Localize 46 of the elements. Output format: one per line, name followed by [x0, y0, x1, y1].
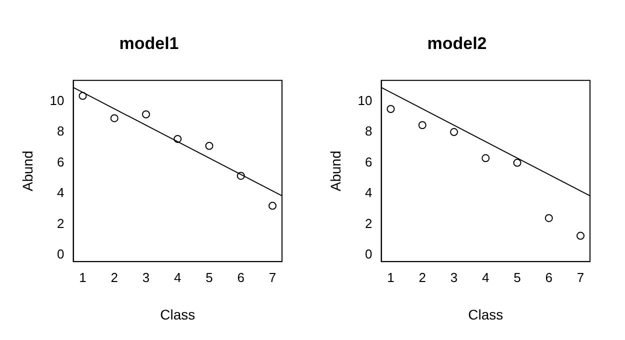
y-tick-label: 6 [365, 154, 372, 170]
point [450, 128, 458, 136]
y-tick-label: 10 [50, 92, 64, 108]
chart-title: model1 [119, 34, 179, 53]
point [174, 134, 182, 143]
x-tick-label: 6 [545, 270, 552, 285]
x-tick-label: 3 [142, 270, 150, 285]
point [236, 172, 245, 180]
x-tick-label: 7 [268, 270, 276, 285]
point [78, 92, 87, 100]
y-axis-title: Abund [327, 150, 344, 192]
y-tick-label: 4 [57, 185, 64, 200]
point [268, 202, 277, 210]
y-tick-label: 4 [365, 185, 372, 200]
point [482, 154, 490, 162]
y-tick-label: 2 [365, 216, 372, 231]
y-tick-label: 10 [358, 92, 372, 108]
x-tick-label: 2 [110, 270, 118, 285]
x-tick-label: 4 [174, 270, 182, 285]
y-tick-label: 8 [57, 124, 64, 139]
x-axis-title: Class [160, 306, 196, 322]
chart-title: model2 [427, 34, 487, 53]
x-tick-label: 4 [482, 270, 490, 285]
point [513, 158, 522, 167]
x-tick-label: 1 [79, 270, 86, 285]
x-tick-label: 1 [387, 270, 394, 285]
point [386, 104, 395, 113]
x-tick-label: 3 [450, 270, 458, 285]
y-tick-label: 0 [57, 246, 64, 262]
x-tick-label: 5 [514, 270, 521, 285]
x-axis-title: Class [468, 306, 504, 322]
point [544, 214, 553, 222]
y-axis-title: Abund [19, 150, 36, 192]
x-tick-label: 6 [237, 270, 244, 285]
y-tick-label: 8 [365, 124, 372, 139]
point [418, 121, 426, 130]
point [142, 110, 150, 118]
x-tick-label: 7 [576, 270, 584, 285]
y-tick-label: 2 [57, 216, 64, 231]
x-tick-label: 2 [418, 270, 426, 285]
x-tick-label: 5 [206, 270, 213, 285]
point [205, 142, 214, 150]
y-tick-label: 6 [57, 154, 64, 170]
point [110, 114, 118, 122]
point [576, 232, 585, 240]
y-tick-label: 0 [365, 246, 372, 262]
